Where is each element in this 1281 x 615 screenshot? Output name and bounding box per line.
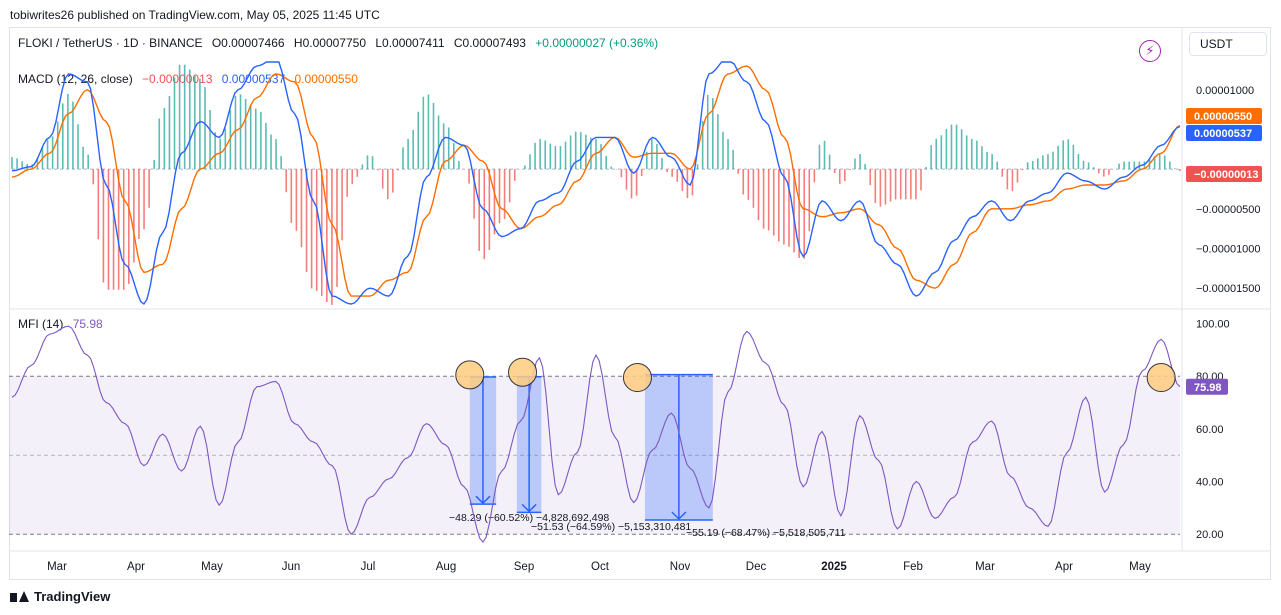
tradingview-logo-icon — [10, 590, 29, 603]
ohlc-high: H0.00007750 — [293, 36, 366, 50]
time-tick-label: Aug — [436, 561, 456, 573]
mfi-label: MFI (14) — [18, 317, 64, 331]
macd-tick-label: −0.00000500 — [1196, 204, 1261, 216]
macd-histogram — [11, 64, 1181, 305]
measure-arrow-head — [475, 495, 491, 505]
macd-pane[interactable] — [11, 61, 1181, 306]
highlight-circle — [1146, 363, 1176, 393]
macd-label: MACD (12, 26, close) — [18, 72, 133, 86]
macd-tick-label: −0.00001000 — [1196, 243, 1261, 255]
measure-label: −51.53 (−64.59%) −5,153,310,481 — [531, 521, 691, 533]
mfi-tick-label: 60.00 — [1196, 424, 1224, 436]
mfi-legend[interactable]: MFI (14) 75.98 — [18, 317, 109, 331]
price-axes: 0.00001000 −0.00000500 −0.00001000 −0.00001… — [1186, 85, 1262, 541]
macd-tick-label: 0.00001000 — [1196, 85, 1254, 97]
publisher-caption: tobiwrites26 published on TradingView.co… — [10, 8, 380, 22]
measure-arrow-head — [671, 511, 687, 521]
measure-label: −55.19 (−68.47%) −5,518,505,711 — [686, 527, 846, 539]
signal-line[interactable] — [11, 65, 1181, 297]
time-tick-label: Nov — [670, 561, 691, 573]
mfi-badge-bg — [1186, 378, 1228, 395]
macd-line[interactable] — [11, 61, 1181, 306]
tradingview-brand: TradingView — [10, 589, 110, 604]
time-tick-label: Mar — [975, 561, 995, 573]
macd-signal-value: 0.00000550 — [294, 72, 358, 86]
time-tick-label: Oct — [591, 561, 610, 573]
highlight-circle — [622, 363, 652, 393]
currency-button[interactable]: USDT — [1189, 32, 1267, 56]
macd-line-value: 0.00000537 — [221, 72, 286, 86]
price-change: +0.00000027 (+0.36%) — [535, 36, 659, 50]
time-tick-label: Feb — [903, 561, 923, 573]
macd-legend[interactable]: MACD (12, 26, close) −0.00000013 0.00000… — [18, 72, 364, 86]
mfi-badge: 75.98 — [1194, 382, 1222, 394]
lightning-icon[interactable]: ⚡ — [1139, 40, 1161, 62]
time-tick-label: 2025 — [821, 561, 847, 573]
footer-brand: TradingView — [34, 589, 111, 604]
mfi-value: 75.98 — [72, 317, 103, 331]
hist-badge: −0.00000013 — [1194, 169, 1259, 181]
time-tick-label: Apr — [1055, 561, 1073, 573]
time-tick-label: Apr — [127, 561, 145, 573]
time-tick-label: May — [1129, 561, 1151, 573]
mfi-tick-label: 100.00 — [1196, 319, 1230, 331]
time-tick-label: Sep — [514, 561, 534, 573]
mfi-tick-label: 40.00 — [1196, 477, 1224, 489]
mfi-tick-label: 20.00 — [1196, 529, 1224, 541]
mfi-line[interactable] — [11, 325, 1181, 544]
macd-badge: 0.00000537 — [1194, 128, 1252, 140]
hist-badge-bg — [1186, 166, 1262, 182]
time-tick-label: May — [201, 561, 223, 573]
macd-tick-label: −0.00001500 — [1196, 283, 1261, 295]
signal-badge: 0.00000550 — [1194, 111, 1252, 123]
ohlc-close: C0.00007493 — [453, 36, 526, 50]
measure-arrow-head — [521, 503, 537, 513]
signal-badge-bg — [1186, 108, 1262, 124]
time-tick-label: Dec — [746, 561, 767, 573]
macd-badge-bg — [1186, 125, 1262, 141]
measure-label: −48.29 (−60.52%) −4,828,692,498 — [449, 512, 609, 524]
symbol-name[interactable]: FLOKI / TetherUS · 1D · BINANCE — [18, 36, 203, 50]
ohlc-low: L0.00007411 — [375, 36, 445, 50]
time-tick-label: Jul — [361, 561, 376, 573]
highlight-circle — [508, 357, 538, 387]
ohlc-open: O0.00007466 — [211, 36, 285, 50]
time-axis[interactable]: Mar Apr May Jun Jul Aug Sep Oct Nov Dec 2025 Feb Mar… — [47, 561, 1151, 573]
time-tick-label: Jun — [282, 561, 301, 573]
chart-frame — [9, 27, 1271, 580]
symbol-legend[interactable]: FLOKI / TetherUS · 1D · BINANCE O0.00007… — [18, 36, 664, 50]
time-tick-label: Mar — [47, 561, 67, 573]
highlight-circle — [455, 360, 485, 390]
mfi-pane[interactable]: −48.29 (−60.52%) −4,828,692,498−51.53 (−… — [9, 325, 1181, 544]
